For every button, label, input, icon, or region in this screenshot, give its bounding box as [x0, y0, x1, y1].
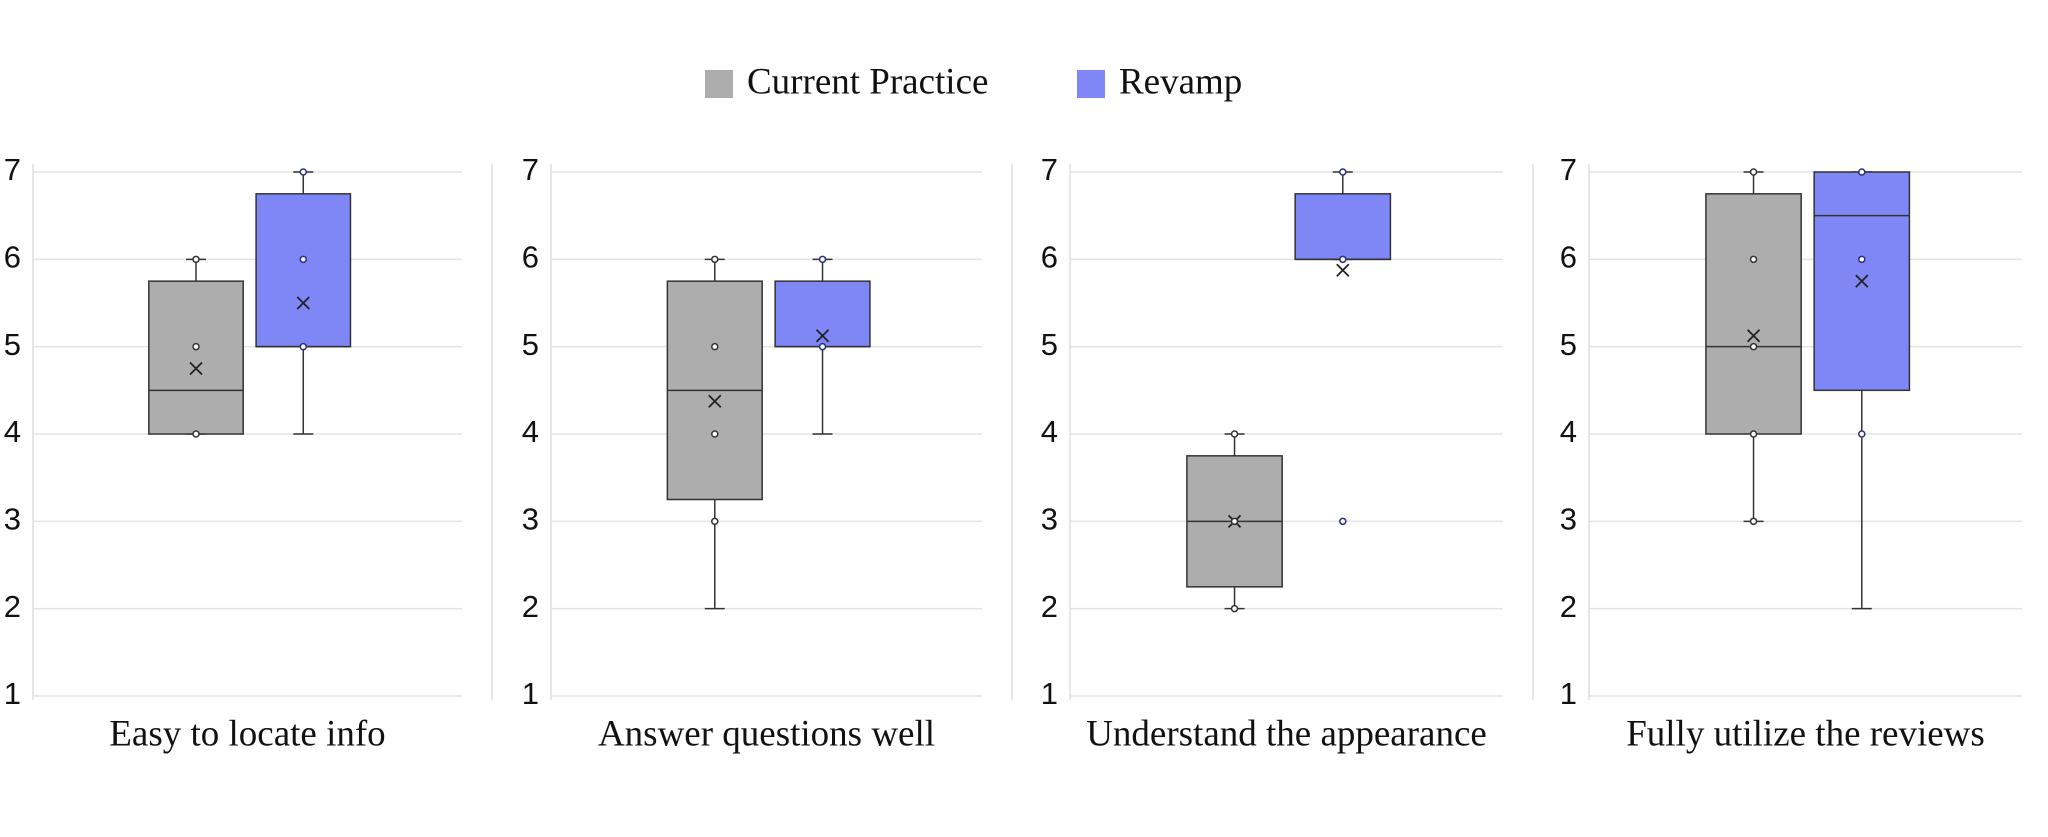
x-axis-title: Understand the appearance: [1086, 713, 1487, 754]
data-point: [711, 517, 719, 526]
data-point: [1749, 517, 1758, 526]
data-point: [711, 255, 719, 264]
data-point: [1339, 255, 1347, 264]
data-point: [299, 342, 308, 351]
y-tick-label: 2: [522, 589, 539, 624]
mean-marker: [708, 394, 722, 408]
mean-marker: [815, 329, 830, 343]
box: [1705, 193, 1802, 435]
box: [148, 280, 244, 435]
legend-label: Current Practice: [747, 61, 988, 102]
data-point: [192, 430, 200, 438]
data-point: [1339, 517, 1347, 526]
y-tick-label: 4: [1560, 414, 1577, 449]
x-axis-title: Answer questions well: [598, 713, 935, 754]
y-tick-label: 3: [522, 502, 539, 537]
mean-marker: [1855, 274, 1869, 288]
y-tick-label: 4: [4, 414, 21, 449]
y-tick-label: 6: [4, 240, 21, 275]
y-tick-label: 1: [522, 676, 539, 711]
y-tick-label: 5: [4, 327, 21, 362]
data-point: [299, 168, 308, 176]
data-point: [818, 255, 827, 264]
data-point: [192, 255, 200, 264]
y-tick-label: 1: [1560, 676, 1577, 711]
y-tick-label: 5: [1560, 327, 1577, 362]
y-tick-label: 4: [522, 414, 539, 449]
y-tick-label: 6: [1560, 240, 1577, 275]
data-point: [1230, 430, 1239, 438]
y-tick-label: 6: [1041, 240, 1058, 275]
legend-swatch: [705, 70, 733, 98]
legend-label: Revamp: [1119, 61, 1242, 102]
data-point: [711, 342, 719, 351]
y-tick-label: 2: [4, 589, 21, 624]
y-tick-label: 6: [522, 240, 539, 275]
y-tick-label: 1: [4, 676, 21, 711]
data-point: [299, 255, 308, 264]
box: [255, 193, 352, 348]
y-tick-label: 7: [522, 152, 539, 187]
y-tick-label: 3: [4, 502, 21, 537]
data-point: [818, 342, 827, 351]
data-point: [1230, 517, 1239, 526]
y-tick-label: 7: [1041, 152, 1058, 187]
data-point: [1749, 255, 1758, 264]
y-tick-label: 7: [4, 152, 21, 187]
y-tick-label: 5: [522, 327, 539, 362]
y-tick-label: 3: [1041, 502, 1058, 537]
data-point: [1749, 168, 1758, 176]
mean-marker: [189, 361, 203, 376]
box: [1294, 193, 1392, 261]
y-tick-label: 7: [1560, 152, 1577, 187]
data-point: [192, 342, 200, 351]
data-point: [1749, 430, 1758, 438]
mean-marker: [1336, 263, 1350, 277]
data-point: [1858, 430, 1866, 438]
data-point: [1749, 342, 1758, 351]
y-tick-label: 1: [1041, 676, 1058, 711]
x-axis-title: Fully utilize the reviews: [1626, 713, 1985, 754]
y-tick-label: 4: [1041, 414, 1058, 449]
data-point: [1858, 255, 1866, 264]
legend-swatch: [1077, 70, 1105, 98]
data-point: [711, 430, 719, 438]
data-point: [1230, 604, 1239, 613]
y-tick-label: 3: [1560, 502, 1577, 537]
data-point: [1858, 168, 1866, 176]
y-tick-label: 2: [1041, 589, 1058, 624]
data-point: [1339, 168, 1347, 176]
y-tick-label: 2: [1560, 589, 1577, 624]
y-tick-label: 5: [1041, 327, 1058, 362]
mean-marker: [1746, 329, 1761, 343]
mean-marker: [296, 296, 310, 310]
x-axis-title: Easy to locate info: [109, 713, 385, 754]
